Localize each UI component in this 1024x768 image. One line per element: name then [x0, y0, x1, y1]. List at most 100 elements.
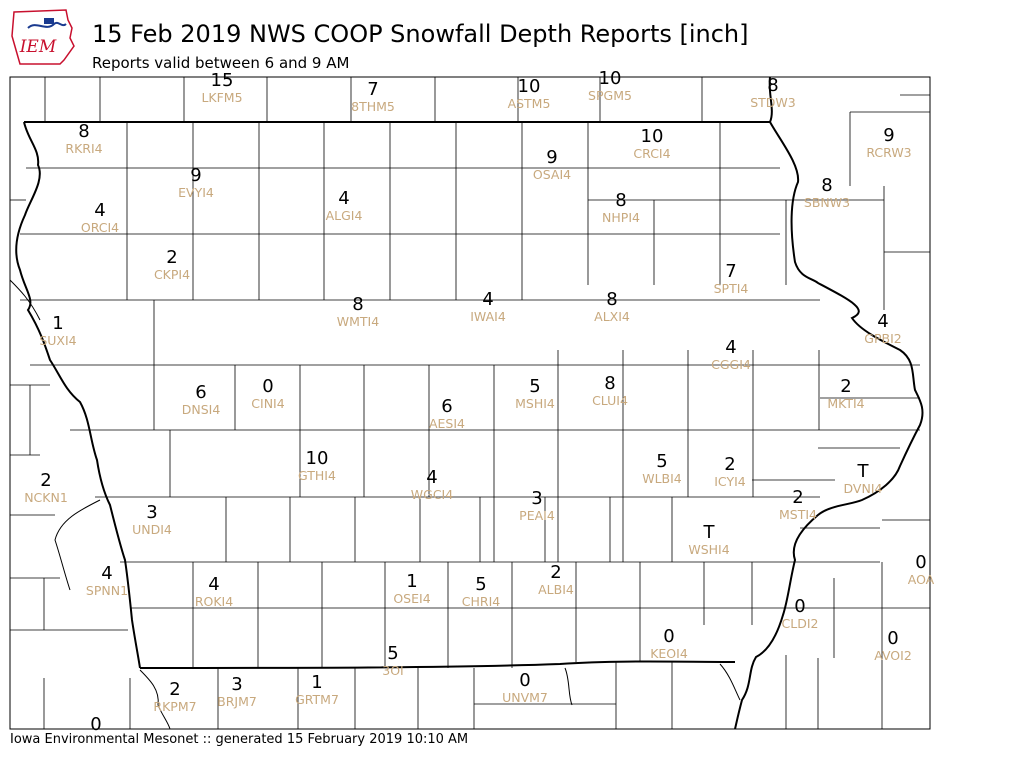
- snowfall-value: 5: [656, 451, 667, 472]
- snowfall-value: 10: [306, 448, 329, 469]
- snowfall-value: 4: [877, 311, 888, 332]
- station-id: CKPI4: [154, 267, 190, 282]
- station-id: NCKN1: [24, 490, 68, 505]
- station-id: ROKI4: [195, 594, 233, 609]
- snowfall-value: 4: [101, 563, 112, 584]
- station-id: SPTI4: [714, 281, 749, 296]
- station-id: CLDI2: [782, 616, 819, 631]
- snowfall-value: 6: [441, 396, 452, 417]
- snowfall-value: 5: [529, 376, 540, 397]
- station-id: MKTI4: [827, 396, 864, 411]
- station-id: RKPM7: [153, 699, 196, 714]
- snowfall-value: 2: [840, 376, 851, 397]
- snowfall-value: 8: [352, 294, 363, 315]
- station-id: MSTI4: [779, 507, 817, 522]
- snowfall-value: 4: [338, 188, 349, 209]
- logo-text: IEM: [19, 37, 57, 57]
- station-id: SPNN1: [86, 583, 128, 598]
- station-id: ALBI4: [538, 582, 574, 597]
- station-id: ALGI4: [326, 208, 363, 223]
- station-id: WGCI4: [411, 487, 453, 502]
- station-id: 8THM5: [351, 99, 395, 114]
- station-id: GPBI2: [864, 331, 901, 346]
- station-id: NHPI4: [602, 210, 640, 225]
- station-id: EVYI4: [178, 185, 214, 200]
- rivers: [9, 279, 741, 730]
- station-id: MSHI4: [515, 396, 555, 411]
- station-id: 3OI: [382, 663, 403, 678]
- snowfall-value: 4: [94, 200, 105, 221]
- snowfall-value: 0: [794, 596, 805, 617]
- station-id: UNDI4: [132, 522, 172, 537]
- snowfall-value: 2: [166, 247, 177, 268]
- station-id: SPGM5: [588, 88, 632, 103]
- station-id: AESI4: [429, 416, 465, 431]
- snowfall-value: 2: [724, 454, 735, 475]
- county-grid: [10, 77, 930, 729]
- snowfall-value: 7: [725, 261, 736, 282]
- station-id: GTHI4: [298, 468, 336, 483]
- station-id: WLBI4: [642, 471, 682, 486]
- station-id: WMTI4: [337, 314, 379, 329]
- snowfall-value: 9: [546, 147, 557, 168]
- snowfall-value: 8: [615, 190, 626, 211]
- snowfall-value: 2: [40, 470, 51, 491]
- station-id: RCRW3: [866, 145, 911, 160]
- snowfall-value: 4: [208, 574, 219, 595]
- snowfall-value: 15: [211, 70, 234, 91]
- snowfall-value: 8: [767, 75, 778, 96]
- snowfall-value: 0: [887, 628, 898, 649]
- map-footer: Iowa Environmental Mesonet :: generated …: [10, 732, 469, 747]
- map-subtitle: Reports valid between 6 and 9 AM: [92, 54, 350, 72]
- state-boundaries: [15, 76, 924, 730]
- snowfall-value: 8: [78, 121, 89, 142]
- station-id: UNVM7: [502, 690, 548, 705]
- snowfall-value: 2: [550, 562, 561, 583]
- station-id: CGGI4: [711, 357, 751, 372]
- iem-logo: IEM: [10, 6, 76, 68]
- snowfall-value: 1: [52, 313, 63, 334]
- snowfall-value: 10: [518, 76, 541, 97]
- station-id: CRCI4: [633, 146, 670, 161]
- snowfall-value: 9: [883, 125, 894, 146]
- snowfall-value: 2: [792, 487, 803, 508]
- snowfall-value: 1: [311, 672, 322, 693]
- snowfall-value: 3: [531, 488, 542, 509]
- snowfall-value: 3: [231, 674, 242, 695]
